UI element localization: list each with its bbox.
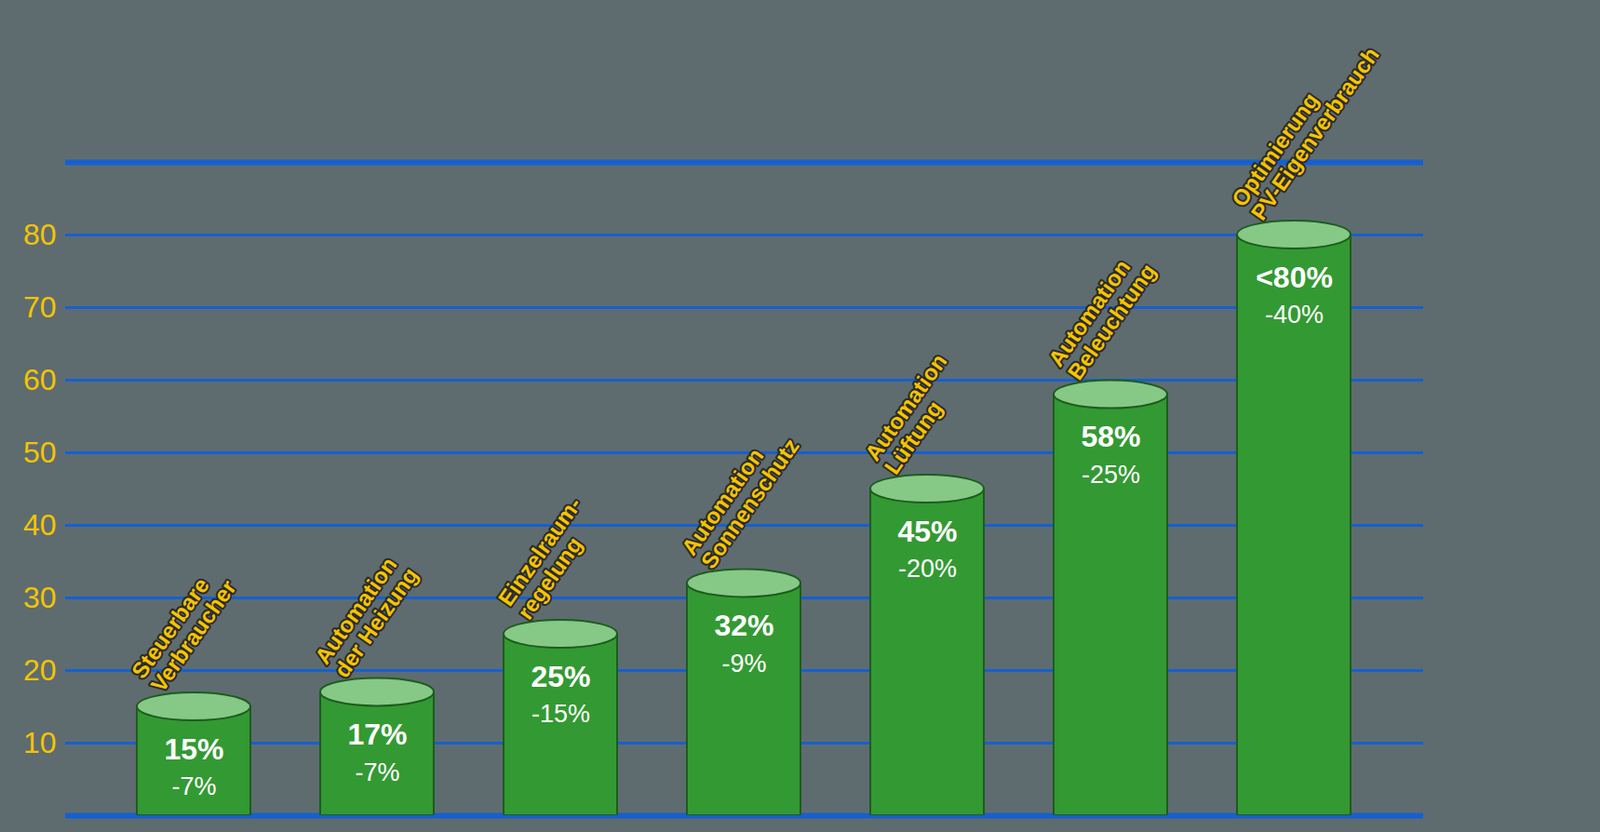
svg-text:45%: 45% [897,514,957,549]
svg-text:25%: 25% [530,659,591,694]
svg-text:AutomationSonnenschutz: AutomationSonnenschutz [676,419,805,573]
svg-text:-7%: -7% [354,758,400,787]
svg-text:50: 50 [23,435,57,470]
svg-text:80: 80 [23,217,57,252]
svg-text:58%: 58% [1080,419,1141,454]
svg-text:-20%: -20% [898,554,957,583]
svg-text:30: 30 [23,580,57,615]
svg-text:-40%: -40% [1264,300,1324,329]
svg-text:20: 20 [23,653,57,687]
svg-text:<80%: <80% [1255,260,1333,295]
svg-text:60: 60 [23,363,57,397]
svg-text:15%: 15% [163,732,224,767]
svg-text:-9%: -9% [721,649,767,678]
svg-text:10: 10 [23,726,57,760]
svg-text:Automationder Heizung: Automationder Heizung [309,549,424,682]
svg-text:32%: 32% [713,608,774,643]
svg-text:-25%: -25% [1081,460,1141,489]
svg-text:17%: 17% [347,717,407,752]
svg-text:AutomationLüftung: AutomationLüftung [860,349,971,479]
svg-text:70: 70 [23,290,57,324]
svg-text:OptimierungPV-Eigenverbrauch: OptimierungPV-Eigenverbrauch [1226,28,1385,225]
svg-text:-7%: -7% [171,772,216,801]
svg-text:AutomationBeleuchtung: AutomationBeleuchtung [1043,245,1161,385]
svg-text:40: 40 [23,508,57,542]
svg-text:Einzelraum-regelung: Einzelraum-regelung [493,492,606,624]
svg-text:SteuerbareVerbraucher: SteuerbareVerbraucher [126,562,242,698]
svg-text:-15%: -15% [531,699,591,728]
